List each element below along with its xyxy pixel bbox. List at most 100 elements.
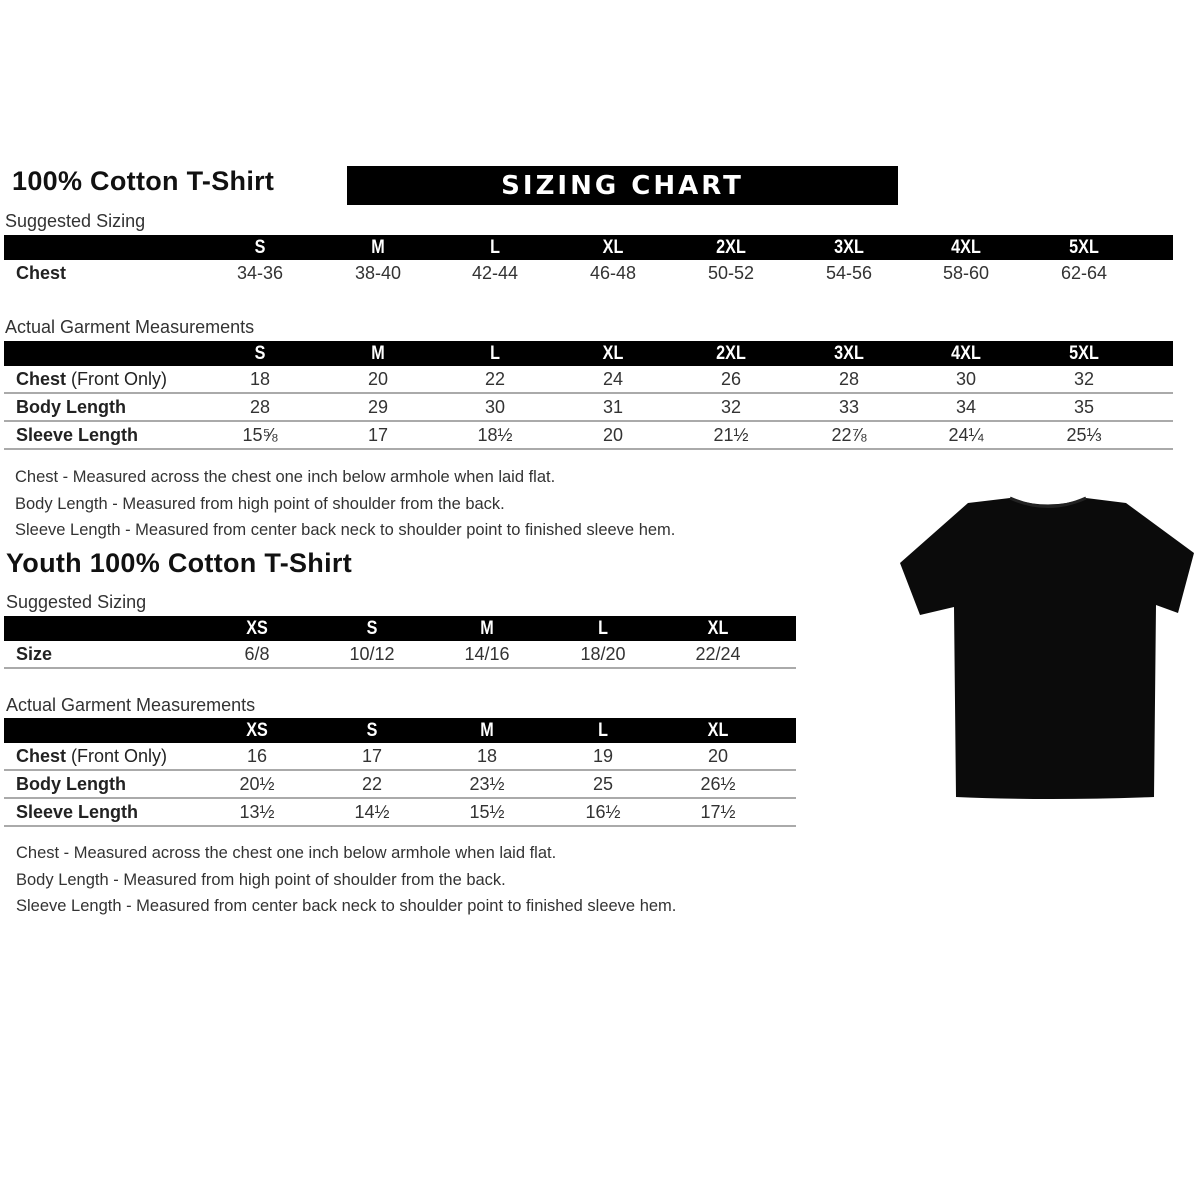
- size-header: S: [254, 343, 266, 364]
- table-cell: 28: [838, 369, 860, 389]
- note-body-length: Body Length - Measured from high point o…: [16, 870, 506, 889]
- table-cell: 50-52: [707, 263, 755, 283]
- table-cell: 22⅞: [831, 425, 867, 445]
- table-cell: 20: [707, 746, 729, 766]
- table-cell: 18: [249, 369, 271, 389]
- table-cell: 42-44: [471, 263, 519, 283]
- table-cell: 29: [367, 397, 389, 417]
- table-row: Body Length 20½ 22 23½ 25 26½: [4, 771, 796, 799]
- size-header: S: [366, 618, 378, 639]
- table-cell: 32: [1073, 369, 1095, 389]
- row-label: Chest (Front Only): [16, 369, 167, 390]
- table-cell: 15⅝: [242, 425, 278, 445]
- table-cell: 34-36: [236, 263, 284, 283]
- table-cell: 6/8: [244, 644, 270, 664]
- row-divider: [4, 448, 1173, 450]
- adult-actual-label: Actual Garment Measurements: [5, 317, 255, 337]
- row-label-qualifier: (Front Only): [66, 746, 168, 766]
- size-header: XL: [707, 618, 729, 639]
- table-row: Chest (Front Only) 18 20 22 24 26 28 30 32: [4, 366, 1173, 394]
- adult-title: 100% Cotton T-Shirt: [12, 166, 275, 196]
- row-label-text: Body Length: [16, 774, 126, 794]
- row-label-text: Chest: [16, 369, 67, 389]
- row-label: Body Length: [16, 397, 126, 418]
- size-header-bar: S M L XL 2XL 3XL 4XL 5XL: [4, 235, 1173, 260]
- table-cell: 31: [602, 397, 624, 417]
- table-cell: 35: [1073, 397, 1095, 417]
- table-cell: 17: [367, 425, 389, 445]
- table-cell: 34: [955, 397, 977, 417]
- table-cell: 22: [361, 774, 383, 794]
- table-cell: 32: [720, 397, 742, 417]
- row-divider: [4, 825, 796, 827]
- row-divider: [4, 667, 796, 669]
- table-cell: 38-40: [354, 263, 402, 283]
- table-cell: 26: [720, 369, 742, 389]
- youth-actual-table: XS S M L XL Chest (Front Only) 16 17 18 19 20 Body …: [4, 718, 796, 827]
- size-header: M: [371, 343, 385, 364]
- size-header: S: [254, 237, 266, 258]
- table-cell: 24: [602, 369, 624, 389]
- table-cell: 22: [484, 369, 506, 389]
- youth-notes: Chest - Measured across the chest one in…: [16, 844, 676, 924]
- adult-suggested-label: Suggested Sizing: [5, 211, 146, 231]
- size-header: S: [366, 720, 378, 741]
- table-cell: 58-60: [942, 263, 990, 283]
- row-divider: [4, 769, 796, 771]
- row-label-text: Sleeve Length: [16, 802, 139, 822]
- table-cell: 14½: [354, 802, 390, 822]
- table-row: Size 6/8 10/12 14/16 18/20 22/24: [4, 641, 796, 669]
- black-tshirt-icon: [900, 496, 1194, 799]
- size-header: 5XL: [1069, 237, 1099, 258]
- table-cell: 33: [838, 397, 860, 417]
- table-cell: 28: [249, 397, 271, 417]
- table-cell: 18: [476, 746, 498, 766]
- table-cell: 17½: [700, 802, 736, 822]
- table-cell: 46-48: [589, 263, 637, 283]
- size-header: 3XL: [834, 343, 864, 364]
- size-header: XL: [707, 720, 729, 741]
- table-cell: 20: [367, 369, 389, 389]
- table-cell: 16½: [585, 802, 621, 822]
- size-header: XS: [246, 618, 268, 639]
- table-cell: 22/24: [695, 644, 741, 664]
- row-label: Size: [16, 644, 52, 665]
- size-header: L: [490, 237, 500, 258]
- row-label: Body Length: [16, 774, 126, 795]
- table-row: Sleeve Length 13½ 14½ 15½ 16½ 17½: [4, 799, 796, 827]
- note-sleeve-length: Sleeve Length - Measured from center bac…: [15, 521, 676, 539]
- row-label: Sleeve Length: [16, 802, 138, 823]
- size-header: L: [490, 343, 500, 364]
- table-cell: 21½: [713, 425, 749, 445]
- note-sleeve-length: Sleeve Length - Measured from center bac…: [16, 897, 677, 915]
- table-cell: 16: [246, 746, 268, 766]
- size-header: XS: [246, 720, 268, 741]
- adult-notes: Chest - Measured across the chest one in…: [15, 468, 675, 548]
- table-cell: 13½: [239, 802, 275, 822]
- table-row: Sleeve Length 15⅝ 17 18½ 20 21½ 22⅞ 24¼ 25⅓: [4, 422, 1173, 450]
- note-chest: Chest - Measured across the chest one in…: [16, 844, 557, 862]
- size-header: 5XL: [1069, 343, 1099, 364]
- row-label-text: Body Length: [16, 397, 126, 417]
- table-cell: 25⅓: [1066, 425, 1102, 445]
- table-cell: 10/12: [349, 644, 395, 664]
- adult-actual-table: S M L XL 2XL 3XL 4XL 5XL Chest (Front Only) 18 20 2…: [4, 341, 1173, 450]
- table-row: Body Length 28 29 30 31 32 33 34 35: [4, 394, 1173, 422]
- table-cell: 17: [361, 746, 383, 766]
- youth-actual-label: Actual Garment Measurements: [6, 695, 256, 715]
- table-cell: 20: [602, 425, 624, 445]
- size-header: 4XL: [951, 237, 981, 258]
- row-divider: [4, 797, 796, 799]
- table-cell: 25: [592, 774, 614, 794]
- size-header: L: [598, 618, 608, 639]
- row-label-text: Sleeve Length: [16, 425, 139, 445]
- table-cell: 19: [592, 746, 614, 766]
- row-label-text: Size: [16, 644, 53, 664]
- row-divider: [4, 392, 1173, 394]
- table-cell: 18/20: [580, 644, 626, 664]
- sizing-chart-banner: SIZING CHART: [347, 166, 898, 205]
- table-row: Chest 34-36 38-40 42-44 46-48 50-52 54-56 58-60…: [4, 260, 1173, 288]
- youth-suggested-label: Suggested Sizing: [6, 592, 147, 612]
- table-cell: 15½: [469, 802, 505, 822]
- table-cell: 30: [484, 397, 506, 417]
